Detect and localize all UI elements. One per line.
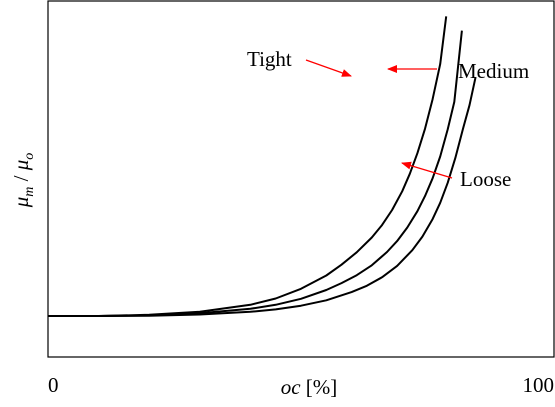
x-axis-title: oc [%] (281, 375, 338, 399)
x-tick-label-100: 100 (523, 373, 555, 397)
plot-frame (47, 0, 555, 358)
series-line-tight (48, 16, 448, 317)
series-layer (48, 16, 477, 317)
annotation-layer: Tight Medium Loose (247, 47, 529, 191)
series-line-medium (48, 30, 463, 317)
annotation-label-loose: Loose (460, 167, 511, 191)
x-tick-label-0: 0 (48, 373, 59, 397)
annotation-label-tight: Tight (247, 47, 292, 71)
y-axis-title: μm / μo (9, 153, 37, 209)
annotation-label-medium: Medium (458, 59, 529, 83)
annotation-arrow-tight (305, 59, 352, 77)
annotation-arrow-loose (401, 161, 453, 179)
series-line-loose (48, 76, 477, 317)
